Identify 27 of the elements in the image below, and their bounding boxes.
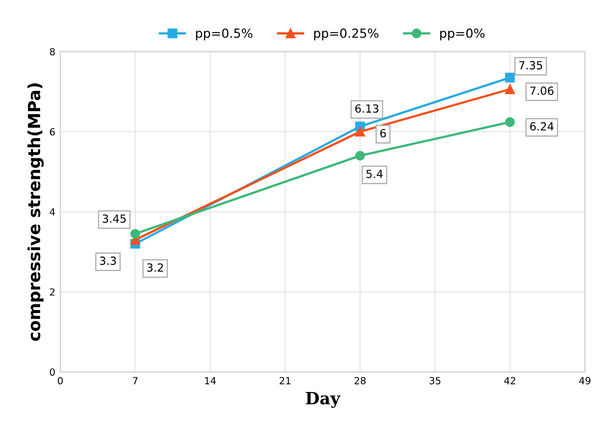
- legend-label: pp=0.5%: [196, 28, 252, 40]
- x-tick-label: 14: [205, 377, 216, 384]
- y-tick-label: 0: [50, 368, 55, 376]
- data-label: 3.3: [100, 256, 116, 265]
- data-label: 7.06: [530, 86, 554, 95]
- x-tick-label: 7: [132, 377, 138, 384]
- y-tick-label: 2: [50, 288, 54, 296]
- legend-label: pp=0%: [440, 28, 485, 40]
- data-label: 3.2: [147, 263, 163, 272]
- x-axis-title: Day: [306, 392, 340, 408]
- x-tick-label: 28: [354, 376, 366, 384]
- x-tick-label: 35: [430, 376, 440, 384]
- x-tick-label: 49: [579, 376, 590, 384]
- y-tick-label: 4: [50, 208, 55, 216]
- data-label: 6.24: [530, 122, 554, 131]
- data-label: 6.13: [355, 104, 378, 113]
- y-tick-label: 6: [50, 128, 55, 136]
- data-label: 6: [380, 128, 386, 138]
- legend-label: pp=0.25%: [314, 28, 378, 40]
- y-tick-label: 8: [50, 48, 55, 56]
- data-label: 3.45: [102, 214, 126, 223]
- x-tick-label: 21: [280, 376, 290, 384]
- x-tick-label: 0: [58, 376, 63, 384]
- data-label: 5.4: [366, 170, 383, 178]
- x-tick-label: 42: [504, 376, 516, 384]
- y-axis-title: compressive strength(MPa): [27, 83, 44, 341]
- data-label: 7.35: [519, 61, 542, 70]
